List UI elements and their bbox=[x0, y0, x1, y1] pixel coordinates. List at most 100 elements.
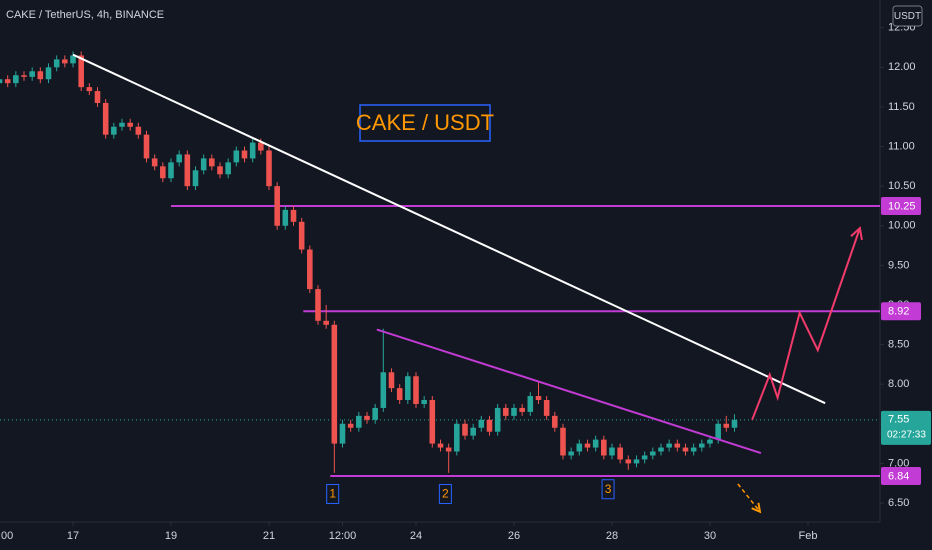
candle-body bbox=[13, 75, 19, 84]
level-price: 8.92 bbox=[888, 306, 909, 318]
candle-body bbox=[503, 407, 509, 416]
down-arrow-head bbox=[751, 502, 762, 514]
candle-body bbox=[699, 443, 705, 448]
candle-body bbox=[0, 79, 3, 84]
wave-label-box bbox=[326, 483, 340, 504]
level-price: 6.84 bbox=[888, 470, 909, 482]
candle-body bbox=[282, 209, 289, 226]
level-price-box bbox=[881, 467, 921, 486]
y-tick-label: 12.00 bbox=[888, 61, 916, 73]
candle-body bbox=[486, 419, 493, 432]
candle-body bbox=[396, 388, 403, 401]
candle-body bbox=[160, 166, 166, 179]
candle-body bbox=[437, 443, 444, 448]
candle-body bbox=[592, 439, 599, 448]
candle-body bbox=[478, 419, 485, 428]
last-price-box bbox=[881, 410, 931, 445]
candle-body bbox=[168, 162, 174, 179]
label-box bbox=[359, 104, 491, 142]
candle-body bbox=[225, 162, 231, 175]
candle-body bbox=[290, 209, 297, 222]
x-tick-label: 19 bbox=[165, 530, 177, 542]
candle-body bbox=[70, 55, 76, 64]
candle-body bbox=[217, 166, 223, 175]
candle-body bbox=[86, 87, 93, 92]
candle-body bbox=[135, 126, 142, 135]
candle-body bbox=[78, 55, 84, 88]
candle-body bbox=[119, 122, 125, 127]
x-tick-label: 21 bbox=[263, 530, 275, 542]
projection-arrow bbox=[751, 227, 861, 421]
chart-label: CAKE / USDT bbox=[356, 110, 494, 135]
x-tick-label: Feb bbox=[798, 530, 817, 542]
level-price-box bbox=[881, 196, 921, 215]
y-tick-label: 8.50 bbox=[888, 338, 909, 350]
x-tick-label: 12:00 bbox=[0, 530, 13, 542]
candle-body bbox=[380, 372, 387, 408]
y-tick-label: 10.00 bbox=[888, 220, 916, 232]
candle-body bbox=[462, 423, 468, 436]
candle-body bbox=[339, 423, 346, 444]
candle-body bbox=[454, 423, 460, 452]
candle-body bbox=[731, 419, 738, 428]
candle-body bbox=[45, 67, 52, 80]
candle-body bbox=[494, 407, 501, 432]
candle-body bbox=[356, 415, 362, 428]
candle-body bbox=[535, 396, 542, 401]
candle-body bbox=[184, 154, 191, 187]
chart-title: CAKE / TetherUS, 4h, BINANCE bbox=[6, 9, 164, 21]
candle-body bbox=[388, 372, 395, 389]
wave-label-box bbox=[601, 479, 615, 500]
candle-body bbox=[249, 142, 256, 159]
candle-body bbox=[21, 75, 27, 77]
candle-body bbox=[543, 400, 550, 416]
candle-body bbox=[266, 150, 272, 187]
candle-body bbox=[723, 423, 730, 428]
level-price-box bbox=[881, 302, 921, 321]
candle-body bbox=[176, 154, 182, 163]
level-price: 10.25 bbox=[888, 200, 916, 212]
candle-body bbox=[576, 443, 583, 452]
x-tick-label: 26 bbox=[508, 530, 520, 542]
candle-body bbox=[53, 59, 60, 68]
wave-label-box bbox=[438, 483, 452, 504]
candle-body bbox=[682, 447, 689, 452]
currency[interactable]: USDT bbox=[894, 11, 921, 22]
wave-label: 2 bbox=[442, 487, 449, 501]
candle-body bbox=[707, 439, 713, 444]
y-tick-label: 11.50 bbox=[888, 101, 915, 113]
wave-label: 1 bbox=[329, 487, 336, 501]
plot-area: 1 2 3 bbox=[0, 51, 880, 514]
candle-body bbox=[641, 455, 648, 460]
y-tick-label: 7.00 bbox=[888, 457, 909, 469]
candle-body bbox=[4, 79, 11, 84]
candle-body bbox=[233, 150, 240, 163]
candle-body bbox=[674, 443, 681, 448]
candle-body bbox=[29, 71, 35, 77]
candle-body bbox=[560, 427, 566, 456]
candle-body bbox=[364, 415, 370, 420]
currency-box[interactable] bbox=[892, 5, 923, 27]
candle-body bbox=[650, 451, 656, 456]
y-tick-label: 10.50 bbox=[888, 180, 916, 192]
candle-body bbox=[633, 459, 640, 464]
x-tick-label: 12:00 bbox=[329, 530, 357, 542]
candle-body bbox=[307, 249, 313, 290]
candle-body bbox=[527, 396, 534, 412]
candle-body bbox=[298, 221, 305, 250]
candle-body bbox=[151, 158, 158, 167]
candle-body bbox=[347, 423, 354, 428]
x-tick-label: 24 bbox=[410, 530, 422, 542]
candle-body bbox=[62, 59, 68, 64]
candle-body bbox=[143, 134, 150, 159]
candle-body bbox=[37, 71, 44, 80]
candle-body bbox=[102, 102, 109, 135]
countdown: 02:27:33 bbox=[887, 429, 926, 440]
candle-body bbox=[274, 186, 280, 226]
candle-body bbox=[209, 158, 215, 167]
candle-body bbox=[601, 439, 607, 456]
y-tick-label: 9.50 bbox=[888, 259, 909, 271]
